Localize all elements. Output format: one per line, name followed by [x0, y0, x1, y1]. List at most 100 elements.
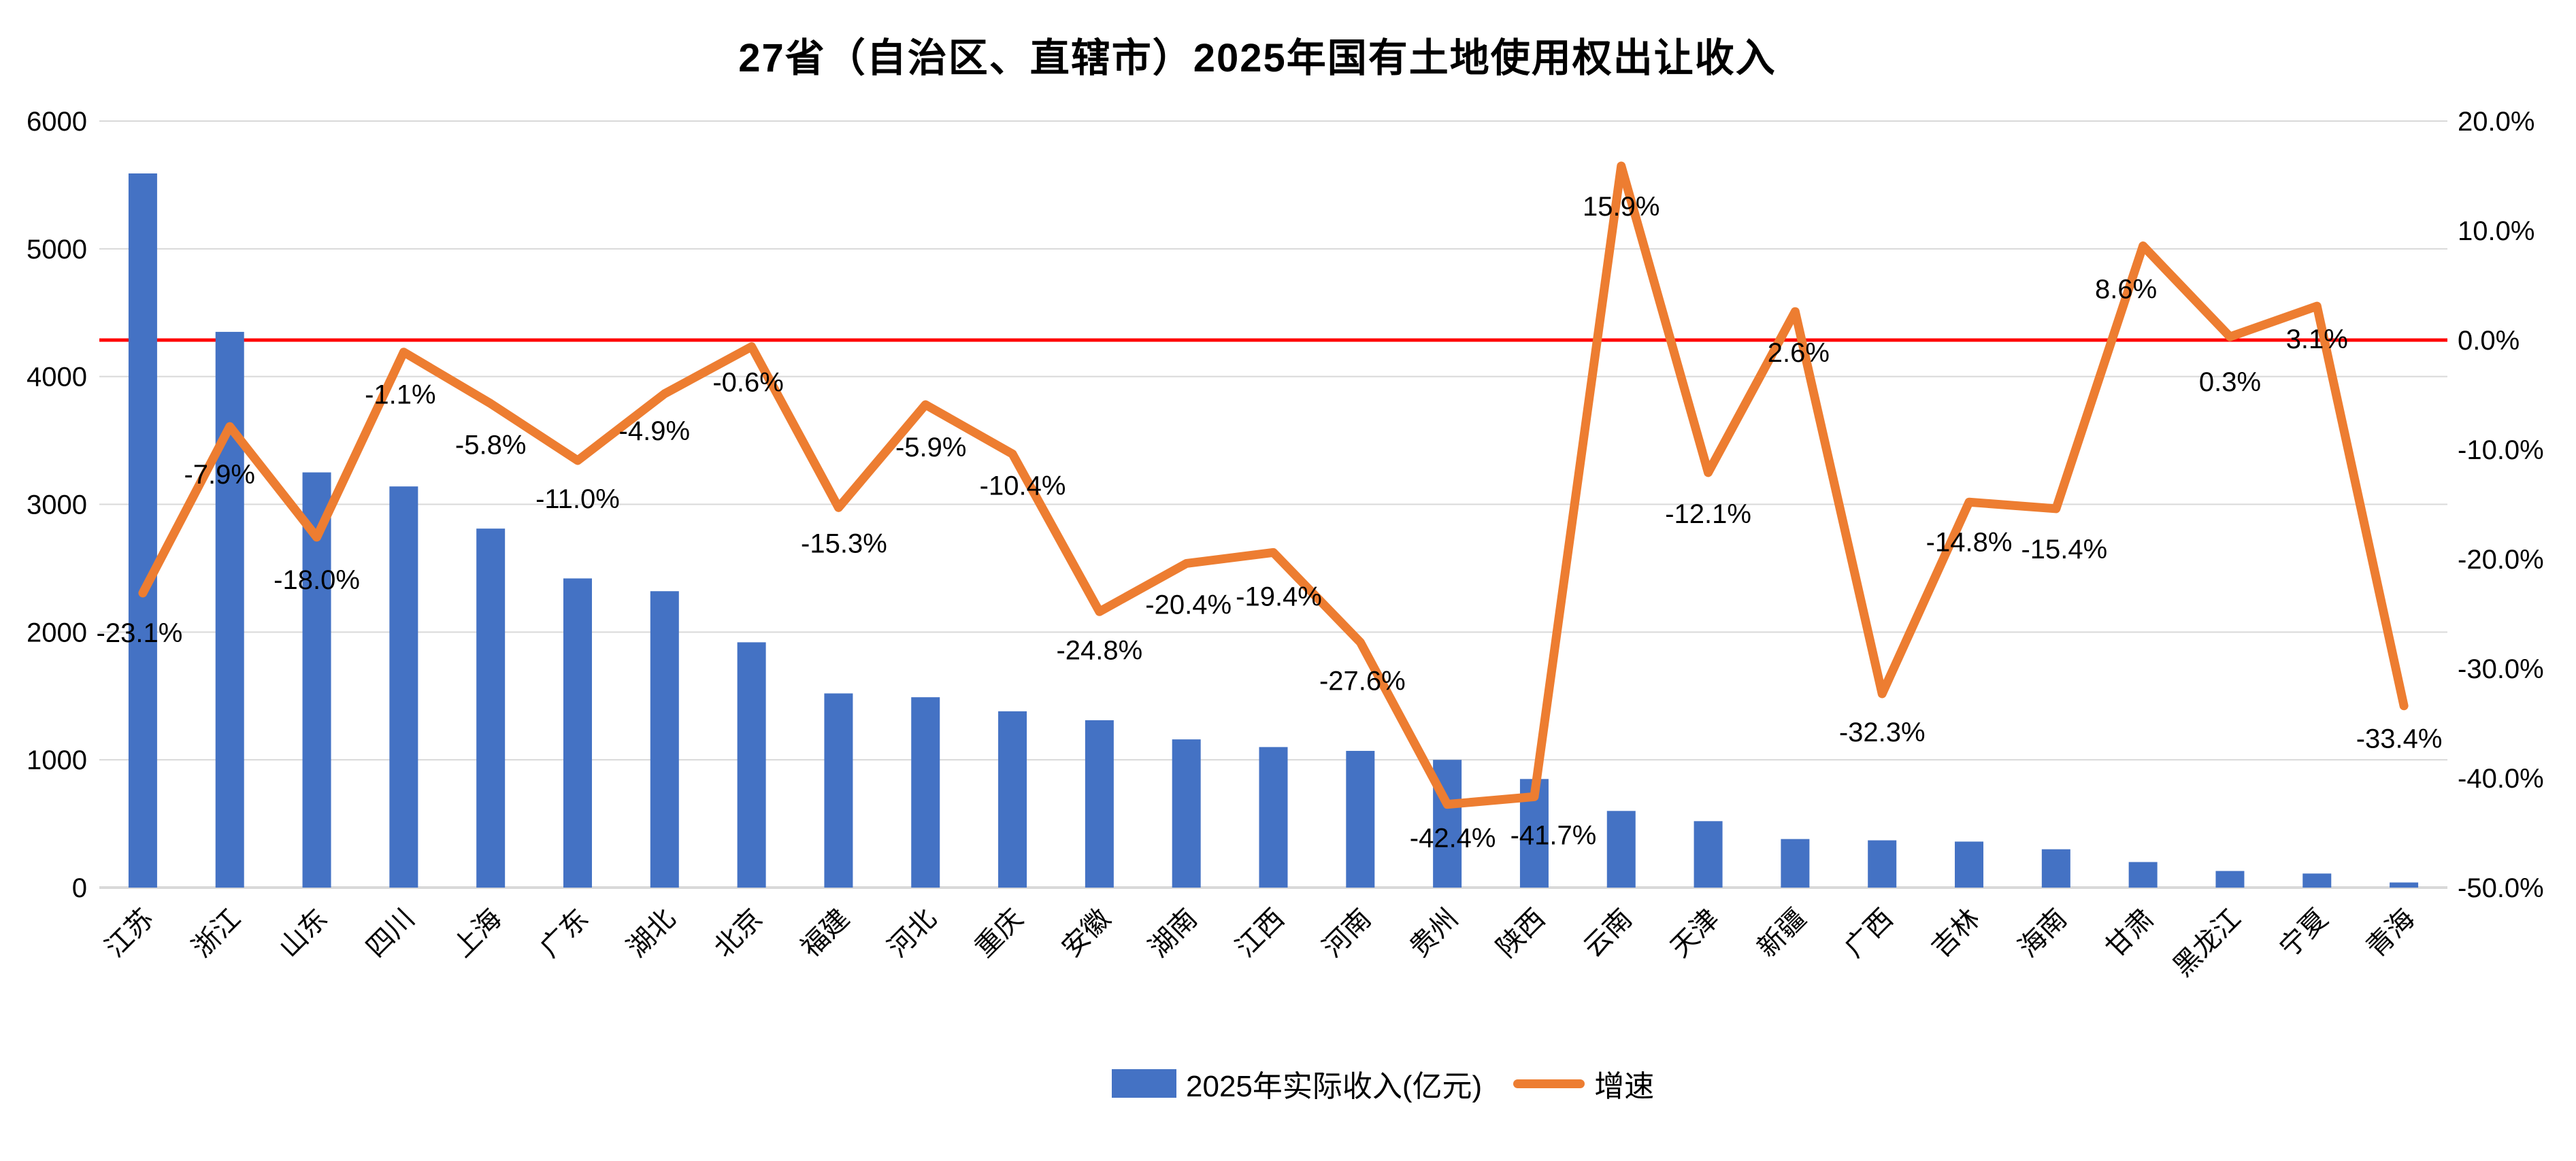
data-label-天津: -12.1% [1665, 499, 1751, 529]
left-axis-tick: 2000 [27, 618, 87, 647]
category-label-广西: 广西 [1839, 903, 1899, 963]
data-label-宁夏: 3.1% [2286, 324, 2348, 354]
right-axis-tick: -20.0% [2458, 545, 2544, 575]
data-label-海南: -15.4% [2021, 535, 2107, 565]
bar-河南 [1346, 751, 1375, 888]
data-label-浙江: -7.9% [184, 460, 255, 490]
right-axis-tick: 0.0% [2458, 326, 2520, 356]
data-label-新疆: 2.6% [1768, 338, 1830, 368]
category-label-浙江: 浙江 [186, 903, 246, 963]
data-label-湖北: -4.9% [619, 416, 691, 446]
category-label-宁夏: 宁夏 [2274, 903, 2334, 963]
category-label-陕西: 陕西 [1491, 903, 1551, 963]
bar-青海 [2390, 882, 2419, 888]
bar-福建 [824, 693, 853, 888]
bar-河北 [911, 697, 940, 888]
data-label-广西: -32.3% [1839, 718, 1926, 747]
data-label-河南: -27.6% [1319, 666, 1406, 696]
category-label-海南: 海南 [2013, 903, 2073, 963]
data-label-甘肃: 8.6% [2095, 275, 2157, 305]
chart-title: 27省（自治区、直辖市）2025年国有土地使用权出让收入 [738, 36, 1777, 80]
line-series-swatch [1513, 1079, 1585, 1088]
category-label-黑龙江: 黑龙江 [2168, 903, 2247, 982]
left-axis-tick: 3000 [27, 490, 87, 520]
category-label-贵州: 贵州 [1404, 903, 1464, 963]
bar-甘肃 [2128, 862, 2158, 888]
category-label-江西: 江西 [1230, 903, 1290, 963]
data-label-四川: -1.1% [365, 380, 436, 410]
bar-新疆 [1781, 839, 1810, 888]
category-label-福建: 福建 [795, 903, 855, 963]
category-label-青海: 青海 [2361, 903, 2421, 963]
category-label-山东: 山东 [274, 903, 333, 963]
data-label-陕西: -41.7% [1510, 820, 1597, 850]
category-label-安徽: 安徽 [1057, 903, 1117, 963]
bar-北京 [737, 642, 766, 888]
category-label-上海: 上海 [448, 903, 508, 963]
bar-天津 [1694, 821, 1723, 888]
bar-海南 [2041, 849, 2070, 888]
data-label-贵州: -42.4% [1410, 824, 1496, 854]
legend: 2025年实际收入(亿元) 增速 [1112, 1066, 1654, 1103]
category-label-江苏: 江苏 [100, 903, 160, 963]
category-label-广东: 广东 [535, 903, 595, 963]
growth-line [138, 161, 2409, 809]
bar-吉林 [1955, 841, 1984, 888]
bar-浙江 [215, 331, 244, 888]
category-label-北京: 北京 [708, 903, 768, 963]
category-label-四川: 四川 [361, 903, 420, 963]
data-label-河北: -5.9% [895, 433, 967, 462]
bar-湖北 [650, 591, 679, 888]
right-axis-tick: -30.0% [2458, 654, 2544, 684]
data-label-福建: -15.3% [801, 528, 887, 558]
category-label-新疆: 新疆 [1752, 903, 1812, 963]
data-label-江西: -19.4% [1236, 582, 1322, 611]
right-axis-tick: 10.0% [2458, 216, 2534, 246]
left-axis-tick: 0 [72, 873, 87, 903]
bar-江西 [1259, 747, 1288, 888]
bar-湖南 [1172, 739, 1201, 888]
data-label-云南: 15.9% [1583, 192, 1659, 222]
bar-series-label: 2025年实际收入(亿元) [1186, 1070, 1483, 1103]
bar-黑龙江 [2215, 871, 2245, 888]
left-axis-tick: 1000 [27, 745, 87, 775]
data-label-黑龙江: 0.3% [2199, 367, 2261, 397]
category-label-重庆: 重庆 [970, 903, 1029, 963]
category-label-天津: 天津 [1665, 903, 1725, 963]
bar-宁夏 [2302, 873, 2332, 888]
data-label-重庆: -10.4% [980, 471, 1066, 501]
category-label-云南: 云南 [1578, 903, 1638, 963]
data-label-青海: -33.4% [2356, 724, 2443, 754]
category-label-河南: 河南 [1317, 903, 1377, 963]
category-label-吉林: 吉林 [1926, 903, 1986, 963]
data-label-广东: -11.0% [535, 484, 620, 514]
bar-云南 [1606, 811, 1636, 888]
data-label-北京: -0.6% [712, 368, 784, 398]
data-label-湖南: -20.4% [1145, 590, 1232, 620]
data-label-上海: -5.8% [455, 430, 527, 460]
bar-安徽 [1085, 720, 1114, 888]
left-axis-tick: 6000 [27, 107, 87, 137]
data-label-江苏: -23.1% [97, 618, 183, 648]
category-label-湖南: 湖南 [1143, 903, 1203, 963]
bar-重庆 [998, 711, 1027, 888]
left-axis-tick: 5000 [27, 235, 87, 265]
category-label-湖北: 湖北 [621, 903, 681, 963]
category-label-河北: 河北 [882, 903, 942, 963]
bar-四川 [389, 486, 418, 888]
bar-series-swatch [1112, 1069, 1176, 1098]
data-label-山东: -18.0% [274, 565, 360, 595]
line-series-label: 增速 [1594, 1070, 1655, 1103]
data-label-安徽: -24.8% [1056, 635, 1142, 665]
category-label-甘肃: 甘肃 [2100, 903, 2160, 963]
bar-江苏 [128, 173, 157, 888]
bar-上海 [476, 528, 506, 888]
right-axis-tick: -40.0% [2458, 764, 2544, 794]
right-axis-tick: -10.0% [2458, 435, 2544, 465]
left-axis-tick: 4000 [27, 363, 87, 392]
data-label-吉林: -14.8% [1926, 527, 2013, 557]
bar-广西 [1868, 840, 1897, 888]
bar-广东 [563, 578, 592, 888]
